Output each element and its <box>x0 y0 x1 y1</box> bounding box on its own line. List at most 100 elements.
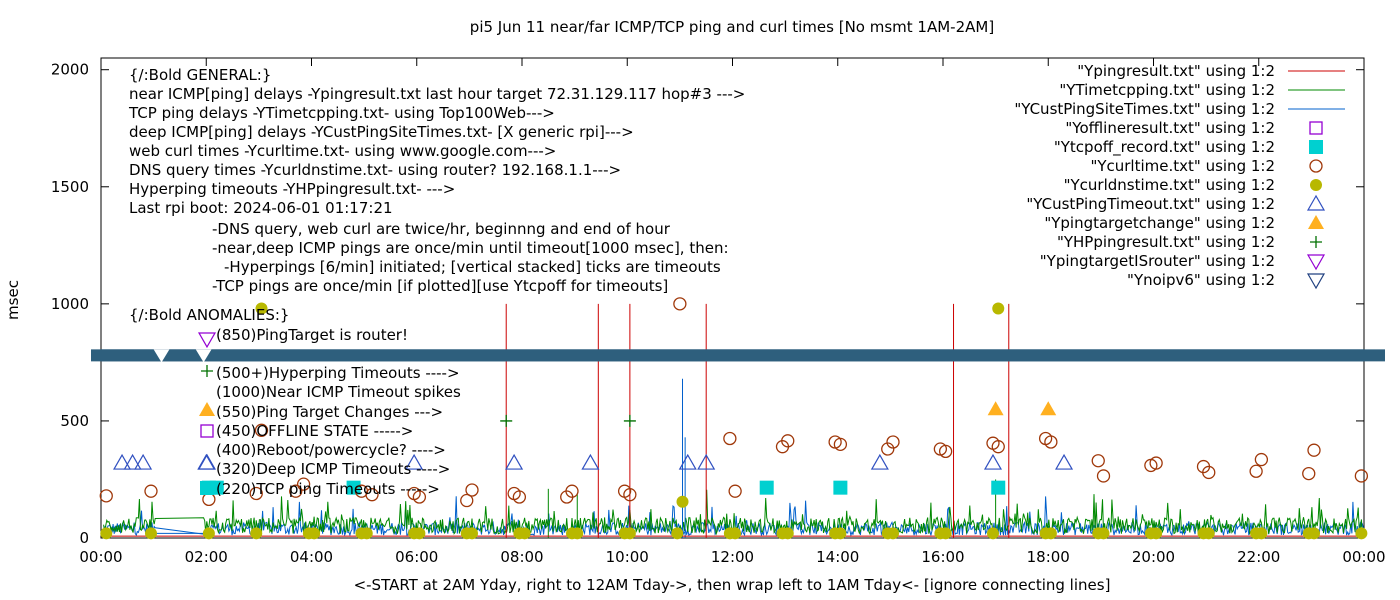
note-marker <box>197 332 217 349</box>
x-axis-label: <-START at 2AM Yday, right to 12AM Tday-… <box>354 576 1111 594</box>
point-s5 <box>673 297 687 311</box>
x-tick-label: 22:00 <box>1237 548 1280 566</box>
x-tick-label: 00:00 <box>79 548 122 566</box>
x-tick-label: 00:00 <box>1342 548 1385 566</box>
point-s6 <box>671 527 684 540</box>
annotation-note: (220)TCP ping Timeouts -----> <box>216 480 440 498</box>
plot-area: 0 500 1000 1500 2000 00:00 02:00 04:00 06:00 08:0… <box>51 57 1386 566</box>
point-s6 <box>623 527 636 540</box>
y-tick-label: 1000 <box>51 295 89 313</box>
point-s4 <box>346 480 361 495</box>
annotation-note: -TCP pings are once/min [if plotted][use… <box>212 277 668 295</box>
point-s6 <box>308 527 321 540</box>
point-s5 <box>1302 466 1316 481</box>
point-s5 <box>1254 452 1269 467</box>
point-s6 <box>202 527 215 540</box>
point-s6 <box>100 527 113 540</box>
legend-swatch <box>1308 215 1324 229</box>
point-s5 <box>781 434 795 448</box>
legend-label: "YHPpingresult.txt" using 1:2 <box>1057 233 1275 251</box>
point-s6 <box>986 527 999 540</box>
point-s6 <box>413 527 426 540</box>
annotation-note: deep ICMP[ping] delays -YCustPingSiteTim… <box>129 123 634 141</box>
legend-label: "YCustPingTimeout.txt" using 1:2 <box>1026 195 1275 213</box>
point-s7 <box>581 453 600 470</box>
series-line-2 <box>103 496 1364 538</box>
point-s5 <box>512 490 527 504</box>
y-tick-label: 500 <box>60 412 89 430</box>
point-s5 <box>1354 469 1369 483</box>
x-tick-label: 12:00 <box>711 548 754 566</box>
annotation-note: (450)OFFLINE STATE -----> <box>216 422 413 440</box>
point-s5 <box>460 493 474 508</box>
annotation-note: Last rpi boot: 2024-06-01 01:17:21 <box>129 199 393 217</box>
point-s5 <box>1149 456 1163 470</box>
annotation-note: (400)Reboot/powercycle? ----> <box>216 441 446 459</box>
annotation-note: {/:Bold GENERAL:} <box>129 66 271 84</box>
annotation-note: near ICMP[ping] delays -Ypingresult.txt … <box>129 85 745 103</box>
break-notch <box>195 349 212 363</box>
point-s4 <box>833 480 848 495</box>
chart-title: pi5 Jun 11 near/far ICMP/TCP ping and cu… <box>470 18 994 36</box>
point-s6 <box>255 302 268 315</box>
point-s6 <box>887 527 900 540</box>
point-s5 <box>1096 469 1111 483</box>
point-s4 <box>759 480 774 495</box>
legend-label: "Ycurldnstime.txt" using 1:2 <box>1064 176 1275 194</box>
annotation-note: {/:Bold ANOMALIES:} <box>129 306 289 324</box>
point-s5 <box>1202 465 1216 480</box>
point-s6 <box>992 302 1005 315</box>
x-tick-label: 08:00 <box>500 548 543 566</box>
point-s6 <box>1044 527 1057 540</box>
point-s9 <box>623 414 636 427</box>
note-marker <box>197 453 217 470</box>
legend-swatch <box>1306 273 1326 290</box>
point-s6 <box>939 527 952 540</box>
legend-swatch <box>1306 254 1326 271</box>
annotation-note: (550)Ping Target Changes ---> <box>216 403 443 421</box>
annotation-note: DNS query times -Ycurldnstime.txt- using… <box>129 161 621 179</box>
point-s9 <box>500 414 513 427</box>
series-line-1 <box>103 489 1364 536</box>
x-tick-label: 02:00 <box>185 548 228 566</box>
point-s6 <box>1308 527 1321 540</box>
point-s5 <box>412 490 427 504</box>
legend-swatch <box>1309 140 1323 154</box>
legend-swatch <box>1306 194 1326 211</box>
y-tick-label: 2000 <box>51 61 89 79</box>
x-tick-label: 10:00 <box>606 548 649 566</box>
point-s5 <box>833 437 848 451</box>
point-s7 <box>983 453 1003 470</box>
point-s7 <box>123 453 142 470</box>
point-s6 <box>518 527 531 540</box>
point-s5 <box>1249 464 1263 478</box>
annotation-note: (1000)Near ICMP Timeout spikes <box>216 383 461 401</box>
annotation-note: (850)PingTarget is router! <box>216 326 408 344</box>
note-marker <box>199 402 215 416</box>
point-s6 <box>676 495 689 508</box>
point-s5 <box>465 483 479 497</box>
point-s8 <box>1040 401 1057 416</box>
annotation-note: (320)Deep ICMP Timeouts ----> <box>216 460 450 478</box>
point-s6 <box>1150 527 1163 540</box>
point-s6 <box>834 527 847 540</box>
x-tick-label: 04:00 <box>290 548 333 566</box>
point-s7 <box>505 453 524 470</box>
legend-label: "Ycurltime.txt" using 1:2 <box>1090 157 1275 175</box>
point-s5 <box>886 435 900 449</box>
x-tick-label: 06:00 <box>395 548 438 566</box>
legend-label: "Ytcpoff_record.txt" using 1:2 <box>1054 138 1275 157</box>
point-s5 <box>991 440 1005 454</box>
point-s6 <box>1097 527 1110 540</box>
point-s5 <box>249 486 263 501</box>
point-s5 <box>1091 454 1105 468</box>
x-tick-label: 14:00 <box>816 548 859 566</box>
point-s7 <box>678 453 697 470</box>
x-tick-label: 18:00 <box>1027 548 1070 566</box>
legend-label: "YCustPingSiteTimes.txt" using 1:2 <box>1014 100 1275 118</box>
point-s7 <box>113 453 132 470</box>
point-s5 <box>623 488 637 502</box>
point-s5 <box>144 484 158 498</box>
point-s6 <box>144 527 157 540</box>
